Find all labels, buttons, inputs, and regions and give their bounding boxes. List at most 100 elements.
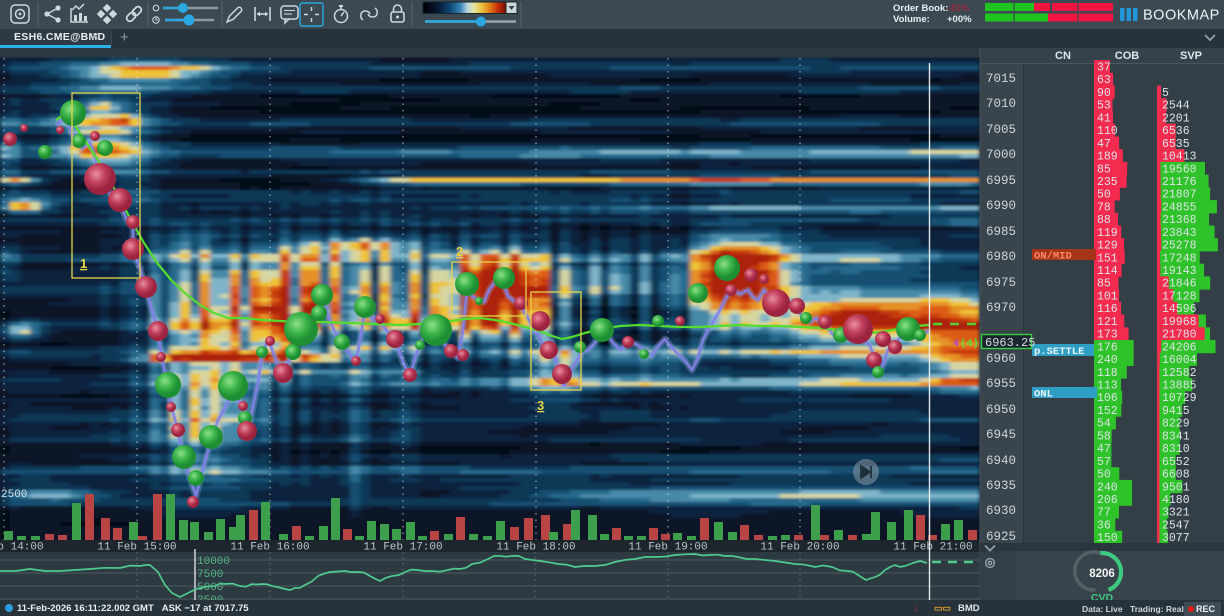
svg-text:6995: 6995: [986, 174, 1016, 188]
svg-text:41: 41: [1097, 112, 1111, 125]
svg-text:2544: 2544: [1162, 100, 1190, 113]
svg-text:173: 173: [1097, 329, 1118, 342]
svg-text:106: 106: [1097, 392, 1118, 405]
svg-text:6935: 6935: [986, 479, 1016, 493]
svg-text:1: 1: [80, 256, 87, 271]
svg-text:121: 121: [1097, 316, 1118, 329]
svg-text:37: 37: [1097, 62, 1111, 75]
svg-text:ON/MID: ON/MID: [1034, 251, 1072, 263]
svg-text:CN: CN: [1055, 50, 1071, 62]
svg-text:16004: 16004: [1162, 354, 1197, 367]
svg-text:11 Feb 16:00: 11 Feb 16:00: [230, 542, 309, 554]
svg-text:21780: 21780: [1162, 329, 1197, 342]
svg-text:150: 150: [1097, 532, 1118, 545]
svg-text:11 Feb 19:00: 11 Feb 19:00: [628, 542, 707, 554]
svg-text:235: 235: [1097, 176, 1118, 189]
svg-text:8229: 8229: [1162, 418, 1190, 431]
svg-text:57: 57: [1097, 456, 1111, 469]
svg-text:53: 53: [1097, 100, 1111, 113]
svg-text:7500: 7500: [197, 569, 223, 581]
svg-text:BOOKMAP: BOOKMAP: [1143, 8, 1220, 24]
svg-text:101: 101: [1097, 291, 1118, 304]
svg-text:7010: 7010: [986, 97, 1016, 111]
svg-text:47: 47: [1097, 138, 1111, 151]
svg-text:Volume:: Volume:: [893, 14, 930, 25]
svg-text:12582: 12582: [1162, 367, 1197, 380]
svg-text:6552: 6552: [1162, 456, 1190, 469]
svg-text:63: 63: [1097, 74, 1111, 87]
svg-text:4: 4: [953, 339, 959, 350]
svg-text:21807: 21807: [1162, 189, 1197, 202]
svg-text:240: 240: [1097, 354, 1118, 367]
svg-text:88: 88: [1097, 214, 1111, 227]
svg-text:10000: 10000: [197, 556, 230, 568]
svg-text:6975: 6975: [986, 276, 1016, 290]
svg-text:10413: 10413: [1162, 151, 1197, 164]
svg-text:6536: 6536: [1162, 125, 1190, 138]
svg-text:COB: COB: [1115, 50, 1140, 62]
svg-text:10729: 10729: [1162, 392, 1197, 405]
svg-text:113: 113: [1097, 380, 1118, 393]
svg-text:6930: 6930: [986, 504, 1016, 518]
svg-text:6950: 6950: [986, 403, 1016, 417]
svg-text:2: 2: [456, 244, 463, 259]
svg-text:3: 3: [537, 398, 544, 413]
svg-text:ONL: ONL: [1034, 389, 1053, 401]
svg-text:176: 176: [1097, 341, 1118, 354]
svg-text:6960: 6960: [986, 352, 1016, 366]
svg-text:21846: 21846: [1162, 278, 1197, 291]
svg-text:6990: 6990: [986, 199, 1016, 213]
svg-text:19143: 19143: [1162, 265, 1197, 278]
svg-text:189: 189: [1097, 151, 1118, 164]
svg-text:13885: 13885: [1162, 380, 1197, 393]
svg-text:23843: 23843: [1162, 227, 1197, 240]
svg-text:85: 85: [1097, 163, 1111, 176]
svg-text:6608: 6608: [1162, 469, 1190, 482]
svg-text:119: 119: [1097, 227, 1118, 240]
svg-text:CVD: CVD: [1091, 592, 1114, 600]
svg-text:6963.25: 6963.25: [985, 336, 1035, 350]
svg-text:6955: 6955: [986, 377, 1016, 391]
svg-text:90: 90: [1097, 87, 1111, 100]
svg-text:114: 114: [1097, 265, 1118, 278]
svg-text:7015: 7015: [986, 72, 1016, 86]
svg-text:4180: 4180: [1162, 494, 1190, 507]
svg-text:2201: 2201: [1162, 112, 1190, 125]
svg-text:11 Feb 15:00: 11 Feb 15:00: [97, 542, 176, 554]
svg-text:21368: 21368: [1162, 214, 1197, 227]
svg-text:50: 50: [1097, 469, 1111, 482]
svg-text:3077: 3077: [1162, 532, 1190, 545]
svg-text:54: 54: [1097, 418, 1111, 431]
svg-text:129: 129: [1097, 240, 1118, 253]
svg-text:p.SETTLE: p.SETTLE: [1034, 346, 1084, 358]
svg-text:6985: 6985: [986, 225, 1016, 239]
svg-text:77: 77: [1097, 507, 1111, 520]
svg-text:152: 152: [1097, 405, 1118, 418]
svg-text:8341: 8341: [1162, 430, 1190, 443]
svg-text:85: 85: [1097, 278, 1111, 291]
svg-text:SVP: SVP: [1180, 50, 1202, 62]
svg-text:7005: 7005: [986, 123, 1016, 137]
svg-text:58: 58: [1097, 430, 1111, 443]
svg-text:11 Feb 18:00: 11 Feb 18:00: [496, 542, 575, 554]
svg-text:110: 110: [1097, 125, 1118, 138]
svg-text:6925: 6925: [986, 530, 1016, 544]
svg-text:11 Feb 21:00: 11 Feb 21:00: [893, 542, 972, 554]
svg-text:19560: 19560: [1162, 163, 1197, 176]
svg-text:2500: 2500: [1, 489, 27, 501]
svg-text:7000: 7000: [986, 148, 1016, 162]
svg-text:11 Feb 17:00: 11 Feb 17:00: [363, 542, 442, 554]
svg-text:151: 151: [1097, 252, 1118, 265]
svg-text:6535: 6535: [1162, 138, 1190, 151]
svg-text:8310: 8310: [1162, 443, 1190, 456]
svg-text:47: 47: [1097, 443, 1111, 456]
svg-text:11 Feb 20:00: 11 Feb 20:00: [760, 542, 839, 554]
svg-text:11 Feb 14:00: 11 Feb 14:00: [0, 542, 44, 554]
svg-text:9415: 9415: [1162, 405, 1190, 418]
svg-text:24855: 24855: [1162, 201, 1197, 214]
svg-text:6945: 6945: [986, 428, 1016, 442]
svg-text:24206: 24206: [1162, 341, 1197, 354]
svg-text:19968: 19968: [1162, 316, 1197, 329]
svg-text:17248: 17248: [1162, 252, 1197, 265]
svg-text:6970: 6970: [986, 301, 1016, 315]
